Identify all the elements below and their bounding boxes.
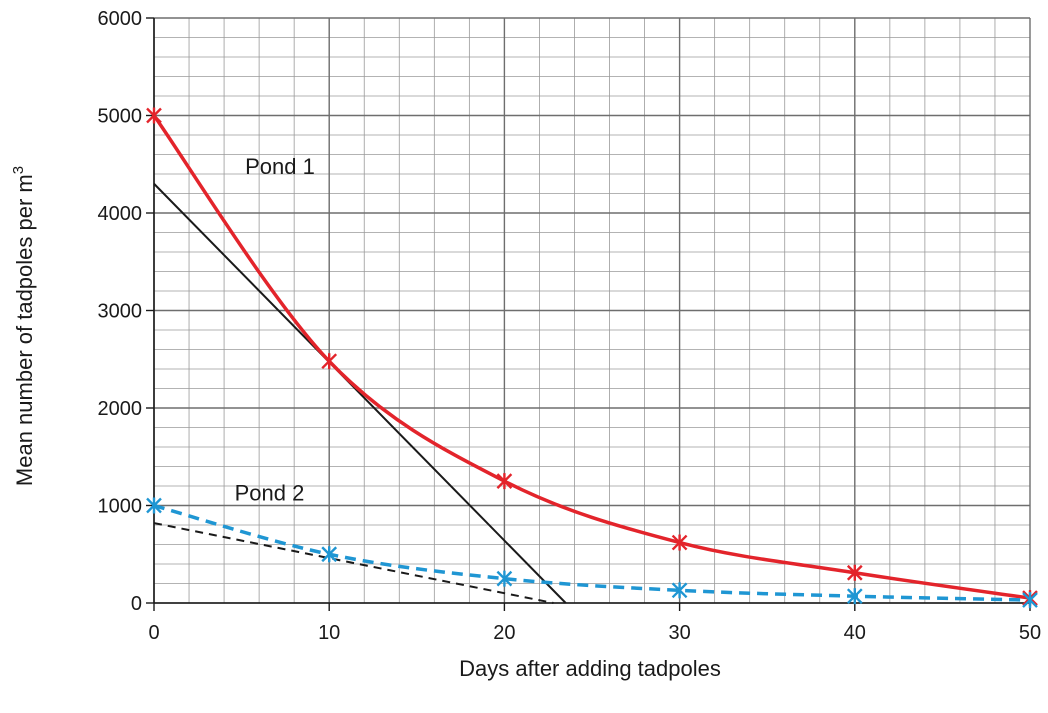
annotations: Pond 1 Pond 2 (235, 154, 315, 506)
series-annotation-2: Pond 2 (235, 481, 305, 506)
x-tick-label: 50 (1019, 622, 1041, 644)
tangent-line-1 (153, 183, 567, 604)
y-tick-label: 6000 (98, 8, 143, 30)
data-point (846, 588, 863, 605)
y-axis-title-superscript: 3 (10, 166, 27, 174)
data-point (846, 564, 863, 581)
x-tick-label: 40 (844, 622, 866, 644)
x-tick-label: 10 (318, 622, 340, 644)
data-series (146, 107, 1038, 609)
data-point (496, 570, 513, 587)
y-tick-label: 2000 (98, 398, 143, 420)
data-point (146, 497, 162, 514)
axes (146, 17, 1031, 611)
data-point (321, 546, 338, 563)
tangent-lines (153, 183, 567, 604)
data-point (1022, 592, 1038, 609)
y-axis-title: Mean number of tadpoles per m3 (10, 166, 37, 486)
x-tick-label: 30 (668, 622, 690, 644)
data-point (671, 534, 688, 551)
data-point (671, 582, 688, 599)
x-axis-title: Days after adding tadpoles (459, 656, 721, 681)
y-axis-title-text: Mean number of tadpoles per m (12, 174, 37, 486)
x-tick-label: 0 (148, 622, 159, 644)
x-tick-label: 20 (493, 622, 515, 644)
series-annotation-1: Pond 1 (245, 154, 315, 179)
y-tick-label: 4000 (98, 203, 143, 225)
data-point (146, 107, 162, 124)
y-tick-label: 5000 (98, 106, 143, 128)
y-tick-label: 0 (131, 593, 142, 615)
tangent-line-2 (153, 522, 554, 604)
series-line-1 (152, 113, 1032, 600)
y-tick-label: 3000 (98, 301, 143, 323)
y-tick-label: 1000 (98, 496, 143, 518)
tick-labels: 0 10 20 30 40 50 0 1000 2000 3000 4000 5000 6000 (98, 8, 1042, 644)
series-line-2 (153, 503, 1031, 602)
data-point (496, 473, 513, 490)
data-point (321, 353, 338, 370)
